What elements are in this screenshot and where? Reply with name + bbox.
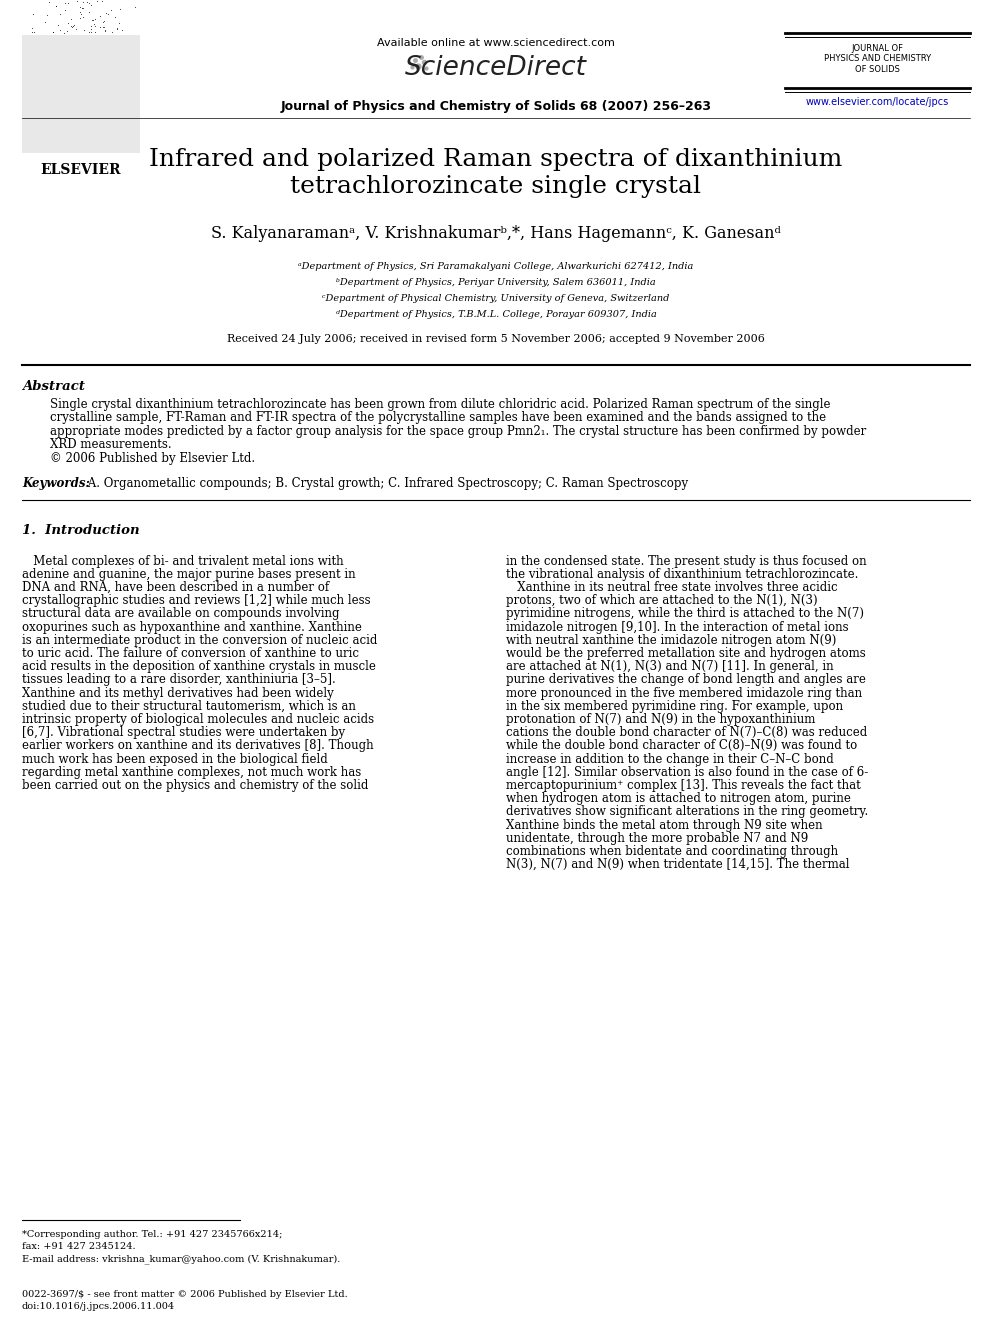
Text: Keywords:: Keywords: (22, 478, 90, 491)
Text: are attached at N(1), N(3) and N(7) [11]. In general, in: are attached at N(1), N(3) and N(7) [11]… (506, 660, 833, 673)
Text: when hydrogen atom is attached to nitrogen atom, purine: when hydrogen atom is attached to nitrog… (506, 792, 851, 806)
Text: Metal complexes of bi- and trivalent metal ions with: Metal complexes of bi- and trivalent met… (22, 554, 343, 568)
Text: JOURNAL OF
PHYSICS AND CHEMISTRY
OF SOLIDS: JOURNAL OF PHYSICS AND CHEMISTRY OF SOLI… (824, 44, 931, 74)
Text: ScienceDirect: ScienceDirect (405, 56, 587, 81)
Text: angle [12]. Similar observation is also found in the case of 6-: angle [12]. Similar observation is also … (506, 766, 868, 779)
Bar (22, 34, 140, 153)
Text: is an intermediate product in the conversion of nucleic acid: is an intermediate product in the conver… (22, 634, 377, 647)
Text: derivatives show significant alterations in the ring geometry.: derivatives show significant alterations… (506, 806, 868, 819)
Text: unidentate, through the more probable N7 and N9: unidentate, through the more probable N7… (506, 832, 808, 844)
Text: earlier workers on xanthine and its derivatives [8]. Though: earlier workers on xanthine and its deri… (22, 740, 374, 753)
Text: pyrimidine nitrogens, while the third is attached to the N(7): pyrimidine nitrogens, while the third is… (506, 607, 864, 620)
Text: tissues leading to a rare disorder, xanthiniuria [3–5].: tissues leading to a rare disorder, xant… (22, 673, 335, 687)
Text: ELSEVIER: ELSEVIER (41, 163, 121, 177)
Text: increase in addition to the change in their C–N–C bond: increase in addition to the change in th… (506, 753, 833, 766)
Text: protons, two of which are attached to the N(1), N(3): protons, two of which are attached to th… (506, 594, 817, 607)
Text: S. Kalyanaramanᵃ, V. Krishnakumarᵇ,*, Hans Hagemannᶜ, K. Ganesanᵈ: S. Kalyanaramanᵃ, V. Krishnakumarᵇ,*, Ha… (211, 225, 781, 242)
Text: combinations when bidentate and coordinating through: combinations when bidentate and coordina… (506, 845, 838, 857)
Text: oxopurines such as hypoxanthine and xanthine. Xanthine: oxopurines such as hypoxanthine and xant… (22, 620, 362, 634)
Text: more pronounced in the five membered imidazole ring than: more pronounced in the five membered imi… (506, 687, 862, 700)
Text: XRD measurements.: XRD measurements. (50, 438, 172, 451)
Text: DNA and RNA, have been described in a number of: DNA and RNA, have been described in a nu… (22, 581, 329, 594)
Text: 0022-3697/$ - see front matter © 2006 Published by Elsevier Ltd.: 0022-3697/$ - see front matter © 2006 Pu… (22, 1290, 348, 1299)
Text: Single crystal dixanthinium tetrachlorozincate has been grown from dilute chlori: Single crystal dixanthinium tetrachloroz… (50, 398, 830, 411)
Text: in the six membered pyrimidine ring. For example, upon: in the six membered pyrimidine ring. For… (506, 700, 843, 713)
Text: N(3), N(7) and N(9) when tridentate [14,15]. The thermal: N(3), N(7) and N(9) when tridentate [14,… (506, 859, 849, 871)
Text: purine derivatives the change of bond length and angles are: purine derivatives the change of bond le… (506, 673, 866, 687)
Text: *Corresponding author. Tel.: +91 427 2345766x214;: *Corresponding author. Tel.: +91 427 234… (22, 1230, 283, 1240)
Text: A. Organometallic compounds; B. Crystal growth; C. Infrared Spectroscopy; C. Ram: A. Organometallic compounds; B. Crystal … (84, 478, 688, 491)
Text: ᵇDepartment of Physics, Periyar University, Salem 636011, India: ᵇDepartment of Physics, Periyar Universi… (336, 278, 656, 287)
Text: intrinsic property of biological molecules and nucleic acids: intrinsic property of biological molecul… (22, 713, 374, 726)
Text: cations the double bond character of N(7)–C(8) was reduced: cations the double bond character of N(7… (506, 726, 867, 740)
Text: Abstract: Abstract (22, 380, 85, 393)
Text: regarding metal xanthine complexes, not much work has: regarding metal xanthine complexes, not … (22, 766, 361, 779)
Text: Xanthine in its neutral free state involves three acidic: Xanthine in its neutral free state invol… (506, 581, 837, 594)
Text: mercaptopurinium⁺ complex [13]. This reveals the fact that: mercaptopurinium⁺ complex [13]. This rev… (506, 779, 861, 792)
Text: ᵈDepartment of Physics, T.B.M.L. College, Porayar 609307, India: ᵈDepartment of Physics, T.B.M.L. College… (335, 310, 657, 319)
Text: Available online at www.sciencedirect.com: Available online at www.sciencedirect.co… (377, 38, 615, 48)
Text: structural data are available on compounds involving: structural data are available on compoun… (22, 607, 339, 620)
Text: acid results in the deposition of xanthine crystals in muscle: acid results in the deposition of xanthi… (22, 660, 376, 673)
Text: E-mail address: vkrishna_kumar@yahoo.com (V. Krishnakumar).: E-mail address: vkrishna_kumar@yahoo.com… (22, 1254, 340, 1263)
Text: the vibrational analysis of dixanthinium tetrachlorozincate.: the vibrational analysis of dixanthinium… (506, 568, 858, 581)
Text: appropriate modes predicted by a factor group analysis for the space group Pmn2₁: appropriate modes predicted by a factor … (50, 425, 866, 438)
Text: studied due to their structural tautomerism, which is an: studied due to their structural tautomer… (22, 700, 356, 713)
Text: protonation of N(7) and N(9) in the hypoxanthinium: protonation of N(7) and N(9) in the hypo… (506, 713, 815, 726)
Text: crystallographic studies and reviews [1,2] while much less: crystallographic studies and reviews [1,… (22, 594, 371, 607)
Text: imidazole nitrogen [9,10]. In the interaction of metal ions: imidazole nitrogen [9,10]. In the intera… (506, 620, 848, 634)
Text: Xanthine and its methyl derivatives had been widely: Xanthine and its methyl derivatives had … (22, 687, 333, 700)
Text: Journal of Physics and Chemistry of Solids 68 (2007) 256–263: Journal of Physics and Chemistry of Soli… (281, 101, 711, 112)
Text: would be the preferred metallation site and hydrogen atoms: would be the preferred metallation site … (506, 647, 866, 660)
Text: Infrared and polarized Raman spectra of dixanthinium: Infrared and polarized Raman spectra of … (150, 148, 842, 171)
Text: [6,7]. Vibrational spectral studies were undertaken by: [6,7]. Vibrational spectral studies were… (22, 726, 345, 740)
Text: ᵃDepartment of Physics, Sri Paramakalyani College, Alwarkurichi 627412, India: ᵃDepartment of Physics, Sri Paramakalyan… (299, 262, 693, 271)
Text: Received 24 July 2006; received in revised form 5 November 2006; accepted 9 Nove: Received 24 July 2006; received in revis… (227, 333, 765, 344)
Text: been carried out on the physics and chemistry of the solid: been carried out on the physics and chem… (22, 779, 368, 792)
Text: adenine and guanine, the major purine bases present in: adenine and guanine, the major purine ba… (22, 568, 355, 581)
Text: while the double bond character of C(8)–N(9) was found to: while the double bond character of C(8)–… (506, 740, 857, 753)
Text: much work has been exposed in the biological field: much work has been exposed in the biolog… (22, 753, 327, 766)
Text: ᶜDepartment of Physical Chemistry, University of Geneva, Switzerland: ᶜDepartment of Physical Chemistry, Unive… (322, 294, 670, 303)
Text: with neutral xanthine the imidazole nitrogen atom N(9): with neutral xanthine the imidazole nitr… (506, 634, 836, 647)
Text: Xanthine binds the metal atom through N9 site when: Xanthine binds the metal atom through N9… (506, 819, 822, 831)
Text: © 2006 Published by Elsevier Ltd.: © 2006 Published by Elsevier Ltd. (50, 452, 255, 464)
Text: in the condensed state. The present study is thus focused on: in the condensed state. The present stud… (506, 554, 867, 568)
Text: 1.  Introduction: 1. Introduction (22, 524, 140, 537)
Text: doi:10.1016/j.jpcs.2006.11.004: doi:10.1016/j.jpcs.2006.11.004 (22, 1302, 176, 1311)
Text: crystalline sample, FT-Raman and FT-IR spectra of the polycrystalline samples ha: crystalline sample, FT-Raman and FT-IR s… (50, 411, 826, 425)
Text: to uric acid. The failure of conversion of xanthine to uric: to uric acid. The failure of conversion … (22, 647, 359, 660)
Text: tetrachlorozincate single crystal: tetrachlorozincate single crystal (291, 175, 701, 198)
Text: fax: +91 427 2345124.: fax: +91 427 2345124. (22, 1242, 136, 1252)
Text: www.elsevier.com/locate/jpcs: www.elsevier.com/locate/jpcs (806, 97, 949, 107)
